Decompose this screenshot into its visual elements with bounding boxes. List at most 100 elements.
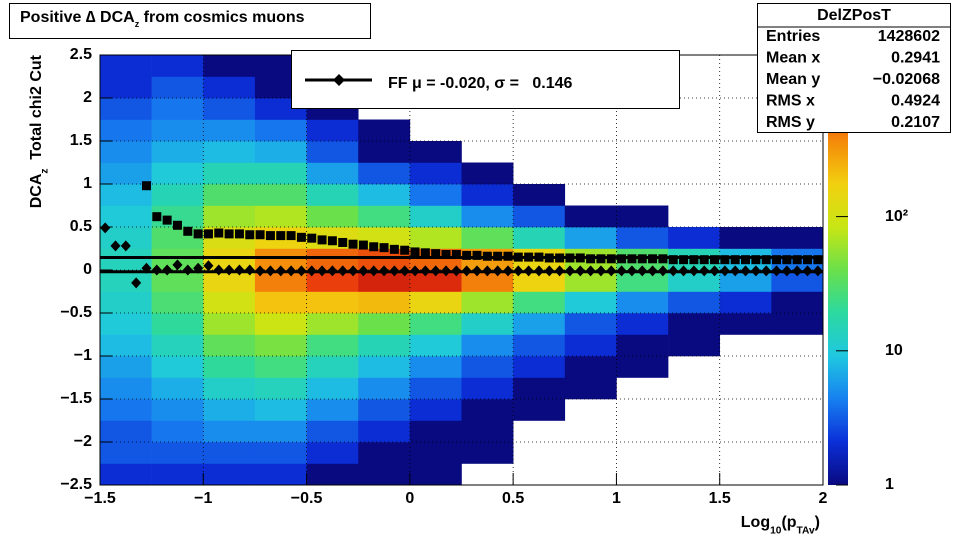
x-axis-label: Log10(pTAv) [741,514,820,536]
profile-point [710,255,720,265]
heatmap-cell [409,334,462,357]
legend-text: FF μ = -0.020, σ = 0.146 [388,75,572,92]
profile-point [565,253,575,263]
colorbar [828,55,848,485]
title-box [9,3,371,39]
heatmap-cell [306,463,359,486]
profile-point [575,265,586,277]
stats-value: −0.02068 [873,71,940,88]
stats-value: 0.2941 [891,50,940,67]
heatmap-cell [461,227,514,249]
profile-point [699,265,710,277]
heatmap-cell [151,291,204,314]
profile-point [554,265,565,277]
profile-point [472,250,482,260]
chart-title: Positive ∆ DCAz from cosmics muons [20,9,305,29]
profile-point [637,265,648,277]
profile-point [337,265,348,277]
heatmap-cell [203,442,256,464]
heatmap-cell [203,55,256,77]
heatmap-cell [254,184,307,206]
heatmap-cell [358,399,411,421]
profile-point [751,255,761,265]
heatmap-cell [151,76,204,99]
profile-point [812,265,823,277]
profile-point [668,265,679,277]
z-tick-label: 10² [885,208,908,225]
profile-point [802,265,813,277]
heatmap-cell [203,334,256,357]
heatmap-cell [100,119,152,142]
profile-point [792,255,802,265]
heatmap-cell [358,377,411,400]
profile-point [234,229,244,239]
heatmap-cell [668,291,721,314]
heatmap-cell [564,377,617,400]
profile-point [348,239,358,249]
profile-point [203,260,214,272]
profile-point [213,264,224,276]
profile-point [482,265,493,277]
heatmap-cell [358,313,411,335]
profile-point [648,254,658,264]
profile-point [699,255,709,265]
heatmap-cell [306,141,359,163]
x-tick-label: 0.5 [502,490,524,507]
heatmap-cell [203,356,256,378]
y-tick-label: 0 [83,261,92,278]
heatmap-cell [461,420,514,443]
heatmap-cell [719,270,772,292]
heatmap-cell [409,184,462,206]
heatmap-cell [151,420,204,443]
stats-box [757,3,951,133]
heatmap-cell [513,334,566,357]
profile-point [182,264,193,276]
profile-point [740,265,751,277]
profile-point [327,265,338,277]
profile-point [255,265,266,277]
y-tick-label: 2.5 [70,46,92,63]
heatmap-cell [461,162,514,185]
heatmap-cell [100,184,152,206]
heatmap-cell [513,205,566,228]
heatmap-cell [203,184,256,206]
heatmap-cell [100,141,152,163]
y-axis-label-part: Total chi2 Cut [28,54,45,168]
heatmap-cell [254,313,307,335]
heatmap-cell [254,442,307,464]
profile-point [430,265,441,277]
profile-point [730,255,740,265]
profile-point [595,265,606,277]
profile-point [482,251,492,261]
heatmap-cell [151,334,204,357]
heatmap-cell [564,291,617,314]
profile-point [606,254,616,264]
y-tick-label: 2 [83,89,92,106]
heatmap-cell [151,55,204,77]
profile-point [741,255,751,265]
heatmap-cell [358,291,411,314]
heatmap-cell [100,205,152,228]
heatmap-cell [409,313,462,335]
heatmap-cell [254,119,307,142]
heatmap-cell [100,420,152,443]
heatmap-cell [151,399,204,421]
heatmap-cell [306,399,359,421]
stats-value: 1428602 [878,28,940,45]
profile-point [617,254,627,264]
heatmap-cell [306,119,359,142]
heatmap-cell [306,205,359,228]
profile-point [368,265,379,277]
heatmap-cell [203,205,256,228]
stats-label: RMS x [766,93,815,110]
profile-point [544,265,555,277]
profile-point [183,226,193,236]
profile-point [420,265,431,277]
plot-area [99,54,824,486]
profile-point [627,254,637,264]
heatmap-cell [461,270,514,292]
profile-point [524,252,534,262]
heatmap-cell [151,119,204,142]
profile-point [317,265,328,277]
